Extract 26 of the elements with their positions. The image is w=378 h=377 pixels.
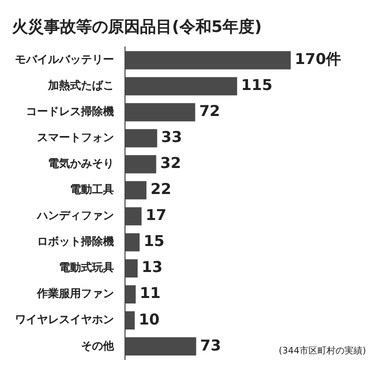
y-tick-label: ハンディファン — [36, 209, 114, 222]
y-tick-label: 作業服用ファン — [36, 287, 114, 300]
y-tick-label: ロボット掃除機 — [37, 235, 114, 248]
y-tick-label: その他 — [81, 339, 115, 352]
y-tick-label: モバイルバッテリー — [15, 53, 114, 66]
data-label: 11 — [140, 284, 161, 302]
data-label: 33 — [161, 128, 182, 146]
data-label: 15 — [144, 232, 164, 250]
y-tick-label: 電動式玩具 — [59, 261, 114, 274]
data-label: 13 — [142, 258, 163, 276]
data-label: 73 — [200, 336, 222, 354]
data-label: 10 — [138, 310, 160, 328]
y-tick-label: スマートフォン — [37, 131, 114, 144]
y-tick-label: 電動工具 — [70, 183, 114, 196]
y-tick-label: ワイヤレスイヤホン — [15, 313, 114, 326]
y-tick-label: 電気かみそり — [48, 157, 114, 170]
y-tick-label: コードレス掃除機 — [26, 105, 114, 118]
data-label: 170件 — [294, 50, 342, 68]
data-label: 22 — [150, 180, 172, 198]
chart-title: 火災事故等の原因品目(令和5年度) — [12, 16, 262, 36]
annotation: (344市区町村の実績) — [278, 346, 366, 357]
data-label: 72 — [199, 102, 220, 120]
data-label: 115 — [241, 76, 272, 94]
data-label: 17 — [146, 206, 166, 224]
data-label: 32 — [160, 154, 182, 172]
y-tick-label: 加熱式たばこ — [47, 79, 114, 92]
